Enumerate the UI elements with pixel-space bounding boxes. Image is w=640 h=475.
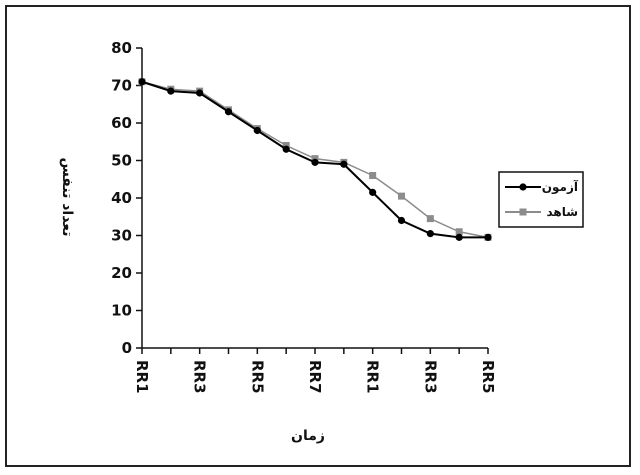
data-point xyxy=(253,126,261,135)
legend-swatch-marker xyxy=(519,208,527,216)
data-point xyxy=(282,142,290,149)
data-point xyxy=(311,155,319,163)
x-tick-label: RR3 xyxy=(421,360,439,394)
data-point xyxy=(138,78,146,86)
data-point xyxy=(426,230,434,238)
legend-label: آزمون xyxy=(542,179,579,195)
legend-label: شاهد xyxy=(546,205,578,219)
y-tick-label: 40 xyxy=(111,189,132,207)
x-tick-label: RR3 xyxy=(191,360,209,394)
data-point xyxy=(484,233,492,241)
y-tick-label: 10 xyxy=(111,302,132,320)
y-tick-label: 0 xyxy=(122,339,132,357)
legend-box xyxy=(498,171,584,228)
data-point xyxy=(398,192,405,200)
y-tick-label: 20 xyxy=(111,264,132,282)
data-point xyxy=(426,215,434,223)
data-point xyxy=(311,158,319,166)
data-point xyxy=(167,87,175,95)
data-point xyxy=(455,233,463,241)
data-point xyxy=(196,89,204,97)
x-tick-label: RR1 xyxy=(133,360,151,394)
legend-swatch-marker xyxy=(519,183,527,191)
y-tick-label: 30 xyxy=(111,227,132,245)
data-point xyxy=(369,188,377,196)
x-tick-label: RR5 xyxy=(248,360,266,394)
x-tick-label: RR1 xyxy=(364,360,382,394)
data-point xyxy=(455,228,463,236)
chart-frame xyxy=(5,5,631,467)
x-tick-label: RR7 xyxy=(306,360,324,394)
y-tick-label: 80 xyxy=(111,39,132,57)
data-point xyxy=(340,160,348,168)
y-tick-label: 70 xyxy=(111,77,132,95)
legend: آزمون شاهد xyxy=(498,171,584,228)
data-point xyxy=(369,172,377,179)
x-axis-title: زمان xyxy=(291,428,325,444)
x-tick-label: RR5 xyxy=(479,360,497,394)
y-tick-label: 60 xyxy=(111,114,132,132)
data-point xyxy=(224,108,233,116)
y-tick-label: 50 xyxy=(111,152,132,170)
y-axis-title: تعداد تنفس xyxy=(59,158,75,237)
data-point xyxy=(282,145,290,153)
data-point xyxy=(397,216,406,225)
